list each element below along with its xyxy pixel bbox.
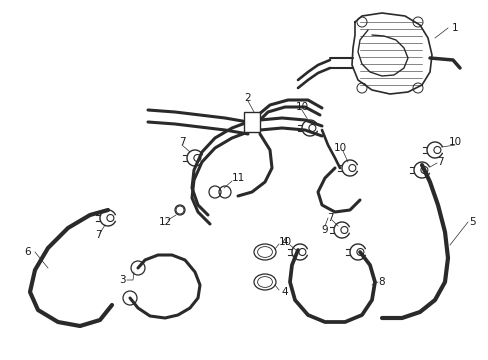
Text: 4: 4 — [281, 237, 288, 247]
Text: 9: 9 — [321, 225, 327, 235]
Text: 1: 1 — [451, 23, 457, 33]
Text: 10: 10 — [278, 237, 291, 247]
Bar — [244, 112, 260, 132]
Text: 7: 7 — [326, 213, 333, 223]
Text: 5: 5 — [468, 217, 474, 227]
Text: 7: 7 — [95, 230, 101, 240]
Text: 4: 4 — [281, 287, 288, 297]
Text: 10: 10 — [295, 102, 308, 112]
Text: 10: 10 — [447, 137, 461, 147]
Text: 6: 6 — [24, 247, 31, 257]
Text: 7: 7 — [178, 137, 185, 147]
Text: 11: 11 — [231, 173, 244, 183]
Text: 7: 7 — [436, 157, 443, 167]
Text: 3: 3 — [119, 275, 125, 285]
Text: 8: 8 — [378, 277, 385, 287]
Text: 12: 12 — [158, 217, 171, 227]
Text: 10: 10 — [333, 143, 346, 153]
Text: 2: 2 — [244, 93, 251, 103]
